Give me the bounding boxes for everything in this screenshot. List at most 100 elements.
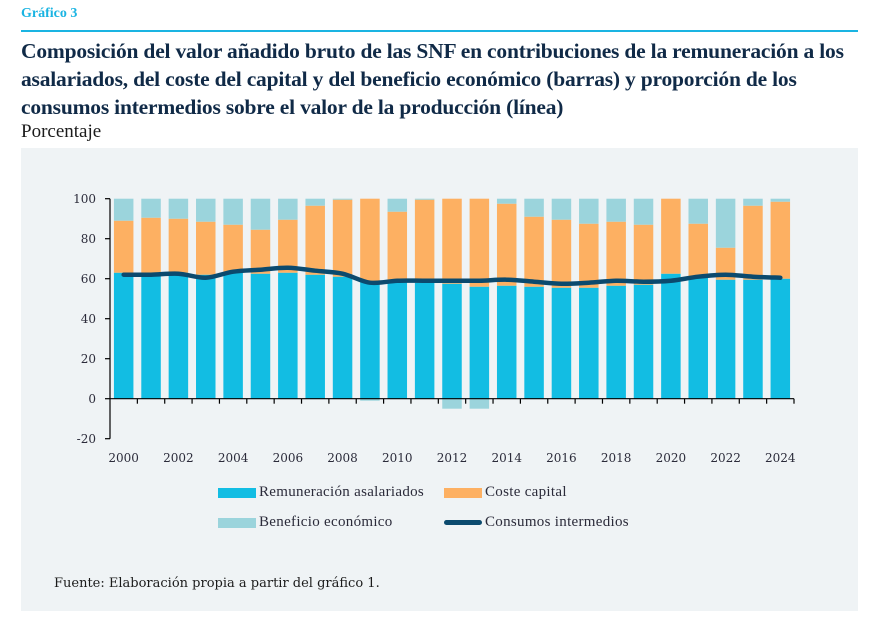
bar-remuneracion-2006 (278, 272, 298, 399)
bar-beneficio-2024 (770, 198, 791, 202)
bar-coste-2006 (278, 219, 298, 273)
bar-beneficio-2012 (442, 398, 462, 409)
x-tick-label: 2020 (656, 451, 687, 465)
bar-beneficio-2017 (579, 198, 599, 224)
x-tick-label: 2018 (601, 451, 632, 465)
bar-coste-2015 (524, 216, 544, 287)
y-tick-label: 100 (73, 192, 96, 206)
bar-beneficio-2015 (524, 198, 544, 217)
bar-remuneracion-2024 (770, 278, 791, 399)
x-tick-label: 2014 (491, 451, 522, 465)
bar-coste-2008 (332, 199, 353, 277)
legend-label-consumos: Consumos intermedios (485, 514, 629, 530)
bar-beneficio-2008 (332, 198, 353, 200)
legend-label-remuneracion: Remuneración asalariados (259, 484, 425, 500)
bar-beneficio-2014 (496, 198, 517, 204)
bar-beneficio-2001 (141, 198, 161, 218)
legend-item-coste[interactable]: Coste capital (444, 484, 567, 501)
bar-beneficio-2016 (551, 198, 572, 220)
bar-beneficio-2023 (743, 198, 763, 206)
bar-remuneracion-2009 (360, 281, 380, 399)
chart-subtitle: Porcentaje (21, 121, 102, 142)
bar-coste-2023 (743, 205, 763, 280)
bar-coste-2013 (469, 198, 490, 287)
bar-remuneracion-2015 (524, 286, 544, 399)
legend-swatch-beneficio (218, 517, 256, 528)
x-tick-label: 2016 (546, 451, 577, 465)
bar-coste-2024 (770, 201, 791, 279)
bar-beneficio-2009 (360, 398, 380, 401)
line-layer (121, 265, 783, 286)
bar-coste-2010 (387, 211, 408, 282)
bar-coste-2007 (305, 205, 325, 275)
header-divider (21, 30, 858, 32)
bar-remuneracion-2019 (633, 284, 654, 399)
bar-beneficio-2022 (715, 198, 736, 248)
legend-item-remuneracion[interactable]: Remuneración asalariados (218, 484, 424, 501)
bar-coste-2019 (633, 224, 654, 285)
y-tick-label: 20 (81, 352, 96, 366)
chart-label: Gráfico 3 (21, 6, 78, 21)
bar-beneficio-2007 (305, 198, 325, 206)
legend-item-consumos[interactable]: Consumos intermedios (444, 514, 629, 531)
legend-swatch-coste (444, 487, 482, 498)
bar-remuneracion-2005 (250, 273, 271, 399)
chart-title: Composición del valor añadido bruto de l… (21, 39, 844, 119)
y-tick-label: -20 (77, 432, 96, 446)
bar-beneficio-2010 (387, 198, 408, 212)
x-tick-label: 2012 (437, 451, 468, 465)
bar-coste-2002 (168, 218, 189, 273)
bar-beneficio-2002 (168, 198, 189, 219)
bar-coste-2017 (579, 223, 599, 288)
bar-remuneracion-2002 (168, 272, 189, 399)
bar-remuneracion-2013 (469, 286, 490, 399)
bar-remuneracion-2007 (305, 274, 325, 399)
x-tick-label: 2004 (218, 451, 249, 465)
bar-coste-2000 (113, 220, 134, 273)
bar-remuneracion-2017 (579, 287, 599, 399)
bar-coste-2018 (606, 221, 626, 286)
bar-remuneracion-2003 (196, 274, 216, 399)
bar-remuneracion-2021 (688, 276, 708, 399)
bar-remuneracion-2020 (661, 273, 681, 399)
bar-beneficio-2000 (113, 198, 134, 221)
bar-coste-2011 (414, 199, 435, 283)
bar-coste-2009 (360, 198, 380, 282)
bar-remuneracion-2010 (387, 281, 408, 399)
source-note: Fuente: Elaboración propia a partir del … (54, 576, 380, 591)
y-tick-label: 80 (81, 232, 96, 246)
legend-label-coste: Coste capital (485, 484, 567, 500)
y-tick-label: 60 (81, 272, 96, 286)
x-tick-label: 2006 (273, 451, 304, 465)
bar-coste-2020 (661, 198, 681, 274)
bar-remuneracion-2016 (551, 287, 572, 399)
x-tick-label: 2008 (327, 451, 358, 465)
bar-coste-2014 (496, 203, 517, 286)
bar-beneficio-2005 (250, 198, 271, 230)
bar-beneficio-2018 (606, 198, 626, 222)
bar-beneficio-2011 (414, 198, 435, 200)
bar-beneficio-2006 (278, 198, 298, 220)
bar-coste-2001 (141, 217, 161, 273)
legend-label-beneficio: Beneficio económico (259, 514, 393, 530)
y-tick-label: 0 (88, 392, 96, 406)
legend-swatch-consumos (444, 520, 482, 525)
bar-beneficio-2003 (196, 198, 216, 222)
x-tick-label: 2002 (163, 451, 194, 465)
bar-coste-2016 (551, 219, 572, 288)
y-tick-label: 40 (81, 312, 96, 326)
bar-coste-2005 (250, 229, 271, 274)
bar-beneficio-2004 (223, 198, 243, 225)
x-tick-label: 2022 (710, 451, 741, 465)
bar-coste-2021 (688, 223, 708, 277)
x-tick-label: 2010 (382, 451, 413, 465)
bars-layer (113, 198, 791, 409)
legend-item-beneficio[interactable]: Beneficio económico (218, 514, 393, 531)
bar-coste-2003 (196, 221, 216, 275)
bar-remuneracion-2023 (743, 279, 763, 399)
bar-coste-2012 (442, 198, 462, 284)
bar-remuneracion-2008 (332, 276, 353, 399)
bar-remuneracion-2022 (715, 279, 736, 399)
bar-remuneracion-2014 (496, 285, 517, 399)
